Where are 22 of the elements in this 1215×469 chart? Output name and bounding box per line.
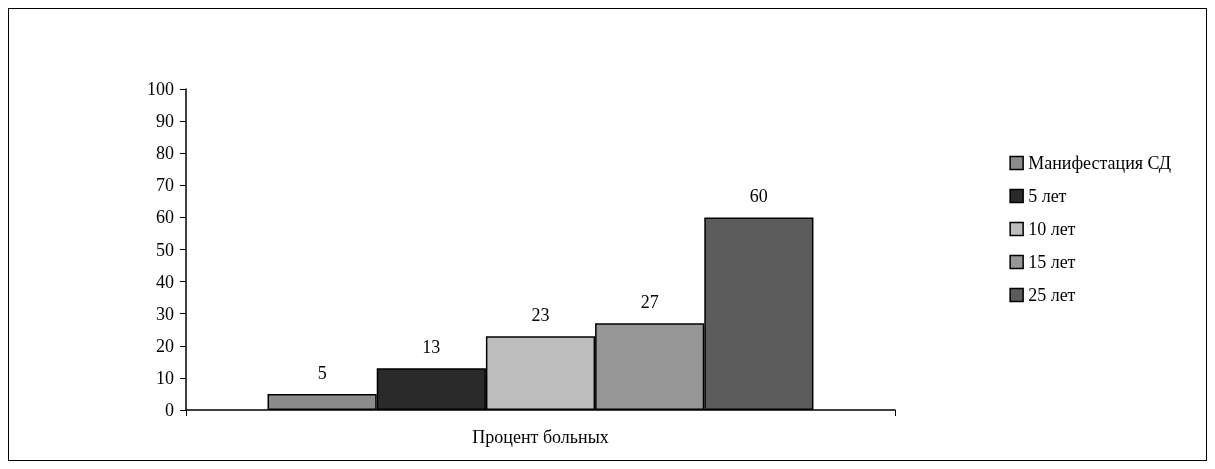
y-tick-label: 30 (156, 303, 174, 324)
y-tick-label: 80 (156, 143, 174, 164)
y-tick-label: 50 (156, 239, 174, 260)
y-tick-label: 90 (156, 111, 174, 132)
data-label: 13 (422, 337, 441, 358)
y-tick-label: 20 (156, 335, 174, 356)
data-label: 60 (749, 186, 768, 207)
legend-label: 10 лет (1028, 219, 1076, 239)
legend-label: Манифестация СД (1028, 153, 1171, 173)
y-tick-label: 100 (147, 79, 174, 99)
y-tick-label: 60 (156, 207, 174, 228)
y-tick-label: 10 (156, 367, 174, 388)
y-tick-label: 0 (165, 400, 174, 420)
x-tick-label: Процент больных (472, 427, 609, 447)
legend-label: 25 лет (1028, 285, 1076, 305)
data-label: 5 (317, 362, 327, 383)
data-label: 23 (531, 305, 550, 326)
y-tick-label: 40 (156, 271, 174, 292)
legend-label: 5 лет (1028, 186, 1067, 206)
data-label: 27 (640, 292, 659, 313)
legend-label: 15 лет (1028, 252, 1076, 272)
y-tick-label: 70 (156, 175, 174, 196)
